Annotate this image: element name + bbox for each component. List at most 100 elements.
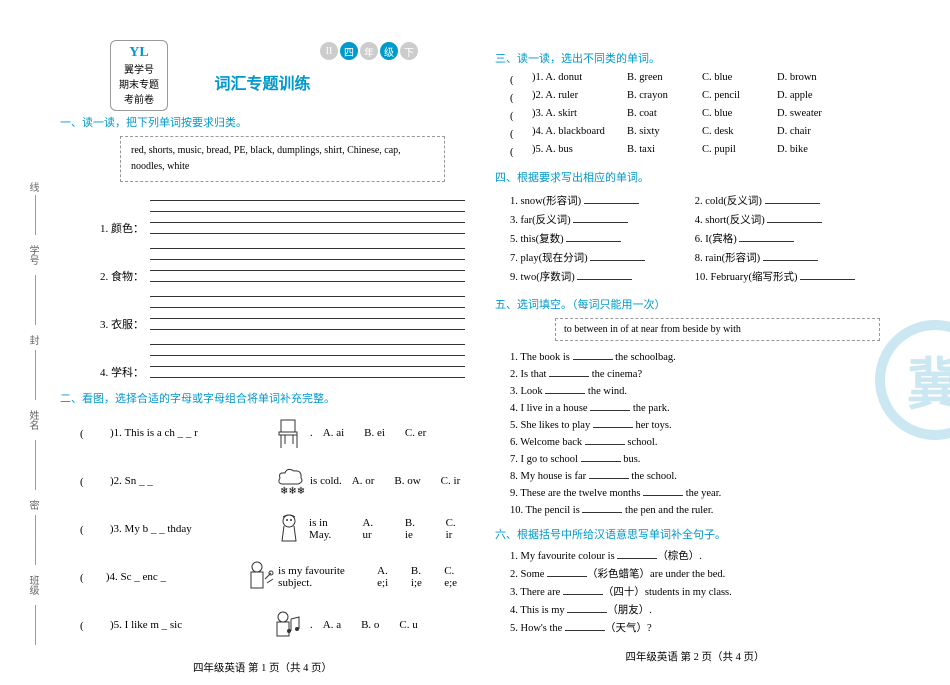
question-text: )1. This is a ch _ _ r xyxy=(110,427,270,439)
post-text: the year. xyxy=(683,488,721,499)
blank[interactable] xyxy=(573,212,628,223)
post-text: （四十）students in my class. xyxy=(603,587,732,598)
circle: 级 xyxy=(380,42,398,60)
writing-lines[interactable] xyxy=(150,240,465,284)
item-label: 7. play(现在分词) xyxy=(510,253,588,264)
section-4-grid: 1. snow(形容词) 2. cold(反义词) 3. far(反义词) 4.… xyxy=(510,191,895,286)
blank[interactable] xyxy=(582,502,622,513)
pre-text: 1. My favourite colour is xyxy=(510,551,617,562)
blank[interactable] xyxy=(545,383,585,394)
form-item: 3. far(反义词) xyxy=(510,212,695,227)
opt-b: B. crayon xyxy=(627,90,702,105)
form-item: 4. short(反义词) xyxy=(695,212,880,227)
options: A. aB. oC. u xyxy=(323,619,418,631)
item-label: 4. short(反义词) xyxy=(695,215,765,226)
blank[interactable] xyxy=(547,566,587,577)
margin-line xyxy=(35,440,36,490)
post-text: school. xyxy=(625,437,658,448)
page-container: 线 学号 封 姓名 密 班级 YL 翼学号 期末专题 考前卷 II 四 年 级 … xyxy=(0,0,950,685)
blank[interactable] xyxy=(566,231,621,242)
margin-line xyxy=(35,275,36,325)
pre-text: 2. Some xyxy=(510,569,547,580)
badge-line: 考前卷 xyxy=(119,91,159,106)
opt-c: C. pencil xyxy=(702,90,777,105)
header-badge: YL 翼学号 期末专题 考前卷 xyxy=(110,40,168,111)
page-2: 三、读一读，选出不同类的单词。 ( )1. A. donutB. greenC.… xyxy=(480,0,910,685)
section-1-head: 一、读一读，把下列单词按要求归类。 xyxy=(60,114,465,130)
blank[interactable] xyxy=(584,193,639,204)
pre-text: 5. She likes to play xyxy=(510,420,593,431)
item-label: 2. cold(反义词) xyxy=(695,196,762,207)
pre-text: 5. How's the xyxy=(510,623,565,634)
fill-row: 1. My favourite colour is （棕色）. xyxy=(510,548,895,563)
form-item: 7. play(现在分词) xyxy=(510,250,695,265)
pre-text: 6. Welcome back xyxy=(510,437,585,448)
question-row: ( )5. I like m _ sic . A. aB. oC. u xyxy=(80,604,465,646)
blank[interactable] xyxy=(573,349,613,360)
margin-label: 密 xyxy=(25,500,40,510)
form-item: 6. I(宾格) xyxy=(695,231,880,246)
options: A. e;iB. i;eC. e;e xyxy=(377,565,465,589)
pre-text: 1. The book is xyxy=(510,352,573,363)
mc-row: ( )5. A. busB. taxiC. pupilD. bike xyxy=(510,144,895,159)
blank[interactable] xyxy=(563,584,603,595)
paren[interactable]: ( xyxy=(80,425,110,441)
blank[interactable] xyxy=(739,231,794,242)
pre-text: 3. Look xyxy=(510,386,545,397)
paren[interactable]: ( xyxy=(80,617,110,633)
item-label: 8. rain(形容词) xyxy=(695,253,760,264)
fill-row: 10. The pencil is the pen and the ruler. xyxy=(510,502,895,516)
blank[interactable] xyxy=(593,417,633,428)
word-selection-box: to between in of at near from beside by … xyxy=(555,318,880,341)
blank[interactable] xyxy=(590,400,630,411)
fill-row: 2. Is that the cinema? xyxy=(510,366,895,380)
blank[interactable] xyxy=(767,212,822,223)
options: A. aiB. eiC. er xyxy=(323,427,427,439)
fill-row: 4. This is my （朋友）. xyxy=(510,602,895,617)
music-icon xyxy=(270,606,310,644)
blank[interactable] xyxy=(765,193,820,204)
section-5-head: 五、选词填空。（每词只能用一次） xyxy=(495,296,895,312)
writing-lines[interactable] xyxy=(150,192,465,236)
blank[interactable] xyxy=(643,485,683,496)
post-text: the park. xyxy=(630,403,669,414)
blank[interactable] xyxy=(549,366,589,377)
paren[interactable]: ( xyxy=(510,72,532,87)
category-row: 2. 食物： xyxy=(100,240,465,284)
blank[interactable] xyxy=(585,434,625,445)
blank[interactable] xyxy=(590,250,645,261)
blank[interactable] xyxy=(763,250,818,261)
cat-label: 1. 颜色： xyxy=(100,220,150,236)
page-footer: 四年级英语 第 2 页（共 4 页） xyxy=(495,649,895,664)
blank[interactable] xyxy=(589,468,629,479)
margin-line xyxy=(35,195,36,235)
paren[interactable]: ( xyxy=(80,473,110,489)
opt-c: C. blue xyxy=(702,72,777,87)
writing-lines[interactable] xyxy=(150,288,465,332)
snow-icon: ❄❄❄ xyxy=(270,462,310,500)
paren[interactable]: ( xyxy=(80,521,110,537)
writing-lines[interactable] xyxy=(150,336,465,380)
paren[interactable]: ( xyxy=(510,90,532,105)
paren[interactable]: ( xyxy=(510,126,532,141)
question-text: )3. My b _ _ thday xyxy=(110,523,269,535)
girl-icon xyxy=(269,510,309,548)
badge-line: 期末专题 xyxy=(119,76,159,91)
blank[interactable] xyxy=(800,269,855,280)
blank[interactable] xyxy=(567,602,607,613)
opt-b: B. taxi xyxy=(627,144,702,159)
post-text: （天气）? xyxy=(605,623,652,634)
blank[interactable] xyxy=(565,620,605,631)
section-3-head: 三、读一读，选出不同类的单词。 xyxy=(495,50,895,66)
blank[interactable] xyxy=(617,548,657,559)
blank[interactable] xyxy=(577,269,632,280)
paren[interactable]: ( xyxy=(80,569,106,585)
blank[interactable] xyxy=(581,451,621,462)
paren[interactable]: ( xyxy=(510,144,532,159)
opt-d: D. chair xyxy=(777,126,852,141)
fill-row: 8. My house is far the school. xyxy=(510,468,895,482)
chair-icon xyxy=(270,414,310,452)
paren[interactable]: ( xyxy=(510,108,532,123)
question-row: ( )1. This is a ch _ _ r . A. aiB. eiC. … xyxy=(80,412,465,454)
mc-row: ( )3. A. skirtB. coatC. blueD. sweater xyxy=(510,108,895,123)
